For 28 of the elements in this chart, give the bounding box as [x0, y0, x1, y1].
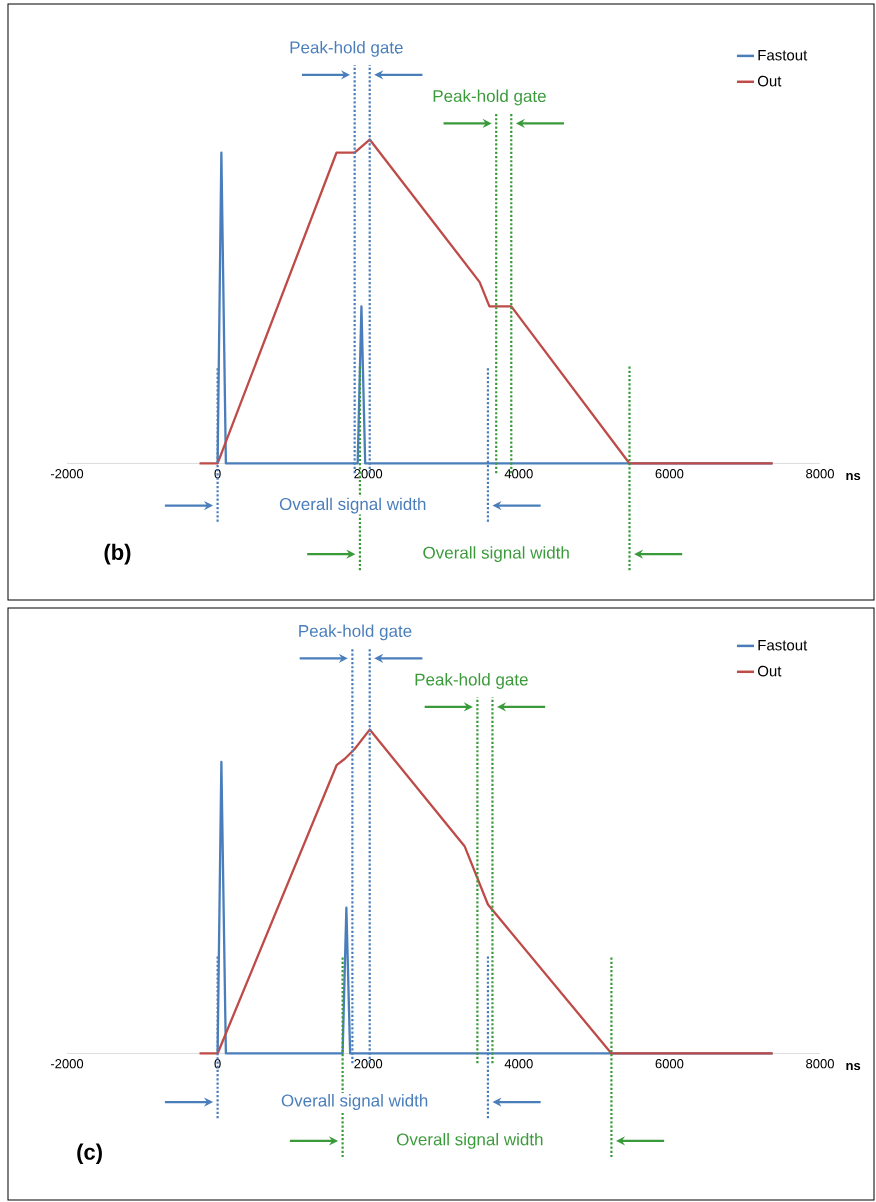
text: Peak-hold gate [290, 40, 403, 57]
x-tick-label: -2000 [50, 469, 84, 479]
text: Peak-hold gate [433, 89, 546, 106]
legend-label: Fastout [758, 639, 808, 651]
x-tick-label: 2000 [354, 469, 383, 479]
x-tick-label: 8000 [806, 1059, 834, 1069]
text: Overall signal width [396, 1132, 543, 1149]
x-tick-label: -2000 [50, 1059, 84, 1069]
x-tick-label: 4000 [504, 1059, 533, 1069]
legend-label: Out [757, 75, 782, 87]
text: Overall signal width [279, 497, 426, 514]
text: Peak-hold gate [415, 673, 528, 689]
x-tick-label: 8000 [806, 469, 834, 479]
x-tick-label: 6000 [655, 469, 684, 479]
x-tick-label: 4000 [504, 469, 533, 479]
text: Overall signal width [281, 1094, 428, 1110]
text: Overall signal width [423, 546, 569, 563]
x-axis-title: ns [846, 1062, 861, 1071]
x-tick-label: 0 [214, 1059, 221, 1069]
legend-label: Fastout [758, 49, 808, 61]
x-tick-label: 0 [214, 469, 221, 479]
x-tick-label: 6000 [655, 1059, 684, 1069]
legend-label: Out [757, 665, 782, 677]
text: (b) [104, 543, 131, 565]
x-axis-title: ns [846, 472, 861, 481]
text: (c) [77, 1143, 102, 1165]
text: Peak-hold gate [299, 624, 412, 641]
x-tick-label: 2000 [354, 1059, 383, 1069]
